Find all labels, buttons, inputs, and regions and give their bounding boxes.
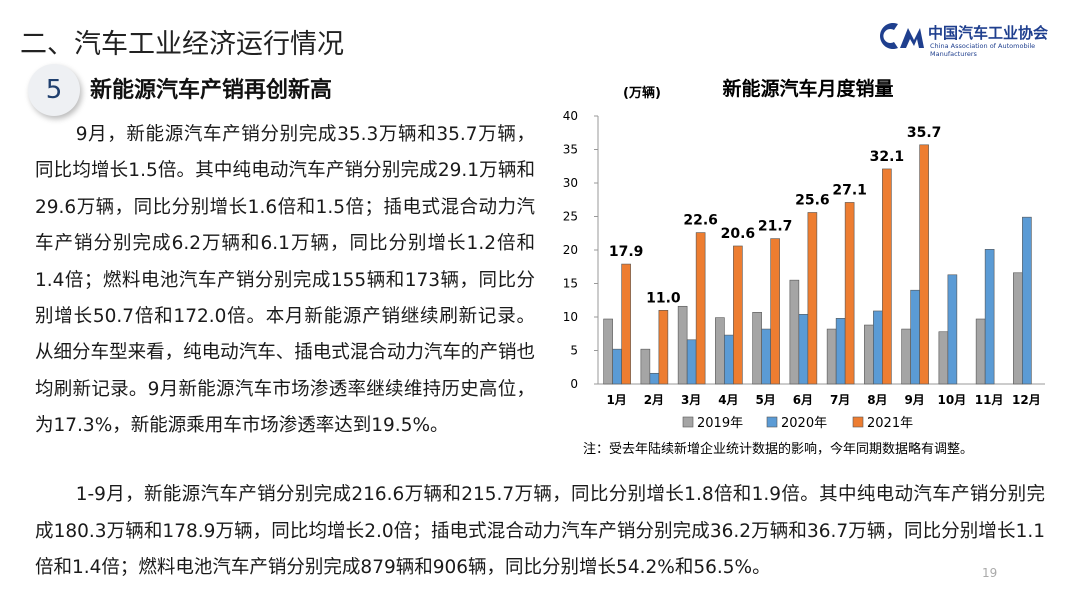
bar xyxy=(844,202,855,385)
x-tick-label: 2月 xyxy=(644,393,664,407)
legend-swatch xyxy=(682,416,694,428)
bar xyxy=(724,334,734,385)
bar xyxy=(752,312,762,385)
chart-title: 新能源汽车月度销量 xyxy=(722,77,893,100)
bar xyxy=(882,168,892,385)
data-label: 11.0 xyxy=(646,290,681,306)
logo-text: 中国汽车工业协会 xyxy=(928,24,1049,42)
data-label: 32.1 xyxy=(870,149,905,165)
logo-subtext: China Association of Automobile Manufact… xyxy=(930,42,1036,58)
legend-label: 2021年 xyxy=(867,416,913,431)
bar xyxy=(947,274,958,385)
data-label: 25.6 xyxy=(795,192,830,208)
y-tick-label: 40 xyxy=(563,109,578,123)
y-tick-label: 15 xyxy=(563,277,578,291)
y-tick-label: 5 xyxy=(570,344,578,358)
bar xyxy=(789,279,800,385)
bar xyxy=(770,238,780,385)
bar xyxy=(873,310,883,385)
x-tick-label: 10月 xyxy=(938,393,967,407)
bar xyxy=(919,144,929,385)
section-title: 二、汽车工业经济运行情况 xyxy=(20,29,344,60)
legend-swatch xyxy=(766,416,778,428)
y-tick-label: 10 xyxy=(563,310,578,324)
bar xyxy=(715,317,725,385)
bar xyxy=(984,249,995,385)
data-label: 22.6 xyxy=(683,213,718,229)
data-label: 35.7 xyxy=(907,125,942,141)
bar xyxy=(798,314,809,385)
bar xyxy=(733,245,743,385)
chart: (万辆) 新能源汽车月度销量 注：受去年陆续新增企业统计数据的影响，今年同期数据… xyxy=(563,77,1045,457)
data-label: 27.1 xyxy=(832,182,867,198)
bar xyxy=(695,232,706,385)
x-tick-label: 6月 xyxy=(793,393,813,407)
bar xyxy=(761,328,771,385)
bar xyxy=(826,328,837,385)
bar xyxy=(658,310,669,385)
y-tick-label: 0 xyxy=(570,377,578,391)
bar xyxy=(677,305,688,385)
y-tick-label: 30 xyxy=(563,176,578,190)
bar xyxy=(1013,272,1023,385)
legend-swatch xyxy=(852,416,864,428)
paragraph: 9月，新能源汽车产销分别完成35.3万辆和35.7万辆，同比均增长1.5倍。其中… xyxy=(35,124,535,437)
x-tick-label: 1月 xyxy=(606,393,626,407)
x-tick-label: 4月 xyxy=(718,393,738,407)
bar xyxy=(938,331,949,385)
bar xyxy=(910,289,920,385)
x-tick-label: 8月 xyxy=(867,393,887,407)
chart-note: 注：受去年陆续新增企业统计数据的影响，今年同期数据略有调整。 xyxy=(583,441,973,457)
bar xyxy=(864,324,874,385)
page-number: 19 xyxy=(982,566,998,580)
y-tick-label: 20 xyxy=(563,243,578,257)
x-tick-label: 12月 xyxy=(1012,393,1041,407)
bar xyxy=(640,348,651,385)
bar xyxy=(649,372,660,385)
bar xyxy=(612,348,622,385)
bar xyxy=(901,328,911,385)
y-tick-label: 25 xyxy=(563,210,578,224)
data-label: 17.9 xyxy=(609,244,644,260)
bar xyxy=(621,263,631,385)
bar xyxy=(975,318,986,385)
data-label: 20.6 xyxy=(721,226,756,242)
bar xyxy=(835,318,846,385)
bar xyxy=(686,339,697,385)
paragraph: 1-9月，新能源汽车产销分别完成216.6万辆和215.7万辆，同比分别增长1.… xyxy=(35,484,1045,578)
bar xyxy=(1022,216,1032,385)
subtitle: 新能源汽车产销再创新高 xyxy=(90,78,333,103)
x-tick-label: 3月 xyxy=(681,393,701,407)
x-tick-label: 5月 xyxy=(755,393,775,407)
legend-label: 2019年 xyxy=(697,416,743,431)
y-axis-label: (万辆) xyxy=(623,85,661,101)
bar xyxy=(807,212,818,385)
x-tick-label: 9月 xyxy=(904,393,924,407)
logo-mark xyxy=(880,23,924,49)
data-label: 21.7 xyxy=(758,219,793,235)
section-number: 5 xyxy=(28,64,80,116)
y-tick-label: 35 xyxy=(563,143,578,157)
legend-label: 2020年 xyxy=(781,416,827,431)
x-tick-label: 11月 xyxy=(975,393,1004,407)
x-tick-label: 7月 xyxy=(830,393,850,407)
bar xyxy=(603,318,613,385)
